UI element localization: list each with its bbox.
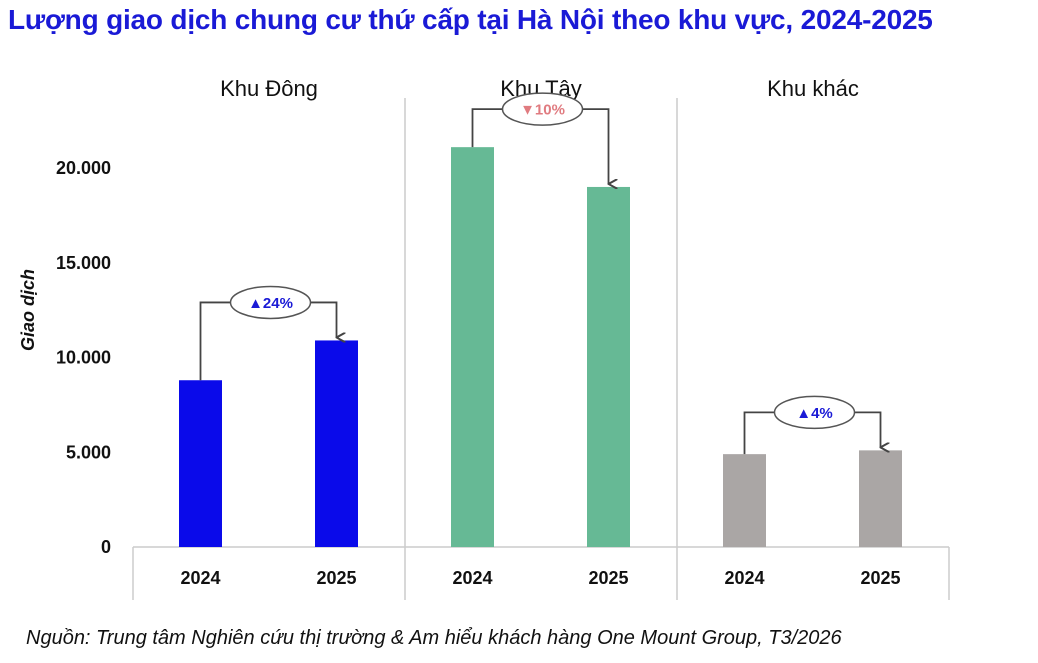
change-bubble — [229, 285, 312, 320]
y-axis-label: Giao dịch — [18, 269, 38, 351]
bar — [315, 340, 358, 547]
panel-label: Khu Đông — [220, 76, 318, 101]
change-label: ▲24% — [248, 295, 293, 312]
bar — [723, 454, 766, 547]
x-tick-label: 2025 — [588, 568, 628, 588]
panel-label: Khu khác — [767, 76, 859, 101]
bar — [179, 380, 222, 547]
chart-title: Lượng giao dịch chung cư thứ cấp tại Hà … — [8, 4, 933, 35]
y-tick-label: 20.000 — [56, 158, 111, 178]
x-tick-label: 2025 — [316, 568, 356, 588]
bar — [587, 186, 630, 547]
source-note: Nguồn: Trung tâm Nghiên cứu thị trường &… — [26, 627, 842, 649]
panel: Khu khác 2024 2025 ▲4% — [723, 76, 902, 588]
bar — [859, 450, 902, 547]
x-tick-label: 2024 — [180, 568, 220, 588]
y-tick-label: 0 — [101, 537, 111, 557]
x-tick-label: 2024 — [452, 568, 492, 588]
panel: Khu Đông 2024 2025 ▲24% — [179, 76, 358, 588]
y-tick-label: 5.000 — [66, 442, 111, 462]
chart-area: Giao dịch 0 5.000 10.000 15.000 20.000 Khu Đ… — [18, 76, 950, 600]
bar — [451, 147, 494, 547]
x-tick-label: 2025 — [860, 568, 900, 588]
change-bubble — [773, 395, 856, 430]
y-tick-label: 10.000 — [56, 348, 111, 368]
x-tick-label: 2024 — [724, 568, 764, 588]
change-label: ▲4% — [796, 405, 833, 422]
y-ticks: 0 5.000 10.000 15.000 20.000 — [56, 158, 111, 557]
change-bubble — [501, 92, 584, 126]
y-tick-label: 15.000 — [56, 253, 111, 273]
change-label: ▼10% — [520, 102, 565, 119]
